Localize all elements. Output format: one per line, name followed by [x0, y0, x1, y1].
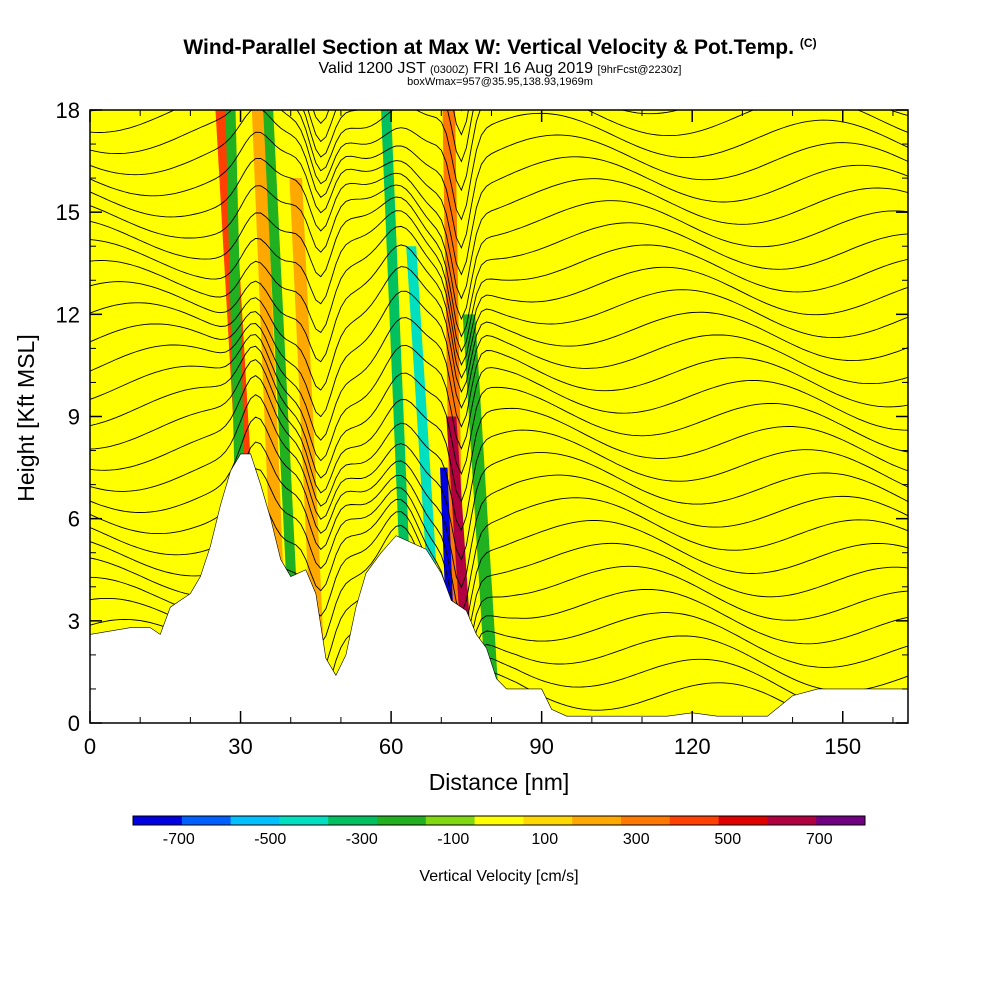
updraft-plume [289, 178, 328, 723]
weak-downdraft-band [185, 110, 231, 723]
isentrope-line [90, 266, 908, 394]
isentrope-line [90, 416, 908, 589]
isentrope-line [90, 157, 908, 300]
axis-ticks: 0 30 60 90 120 150 0 3 6 9 12 15 18 [56, 98, 908, 759]
isentrope-line [90, 0, 908, 102]
isentrope-line [90, 345, 908, 479]
isentrope-line [90, 359, 908, 503]
colorbar-swatch [279, 816, 329, 825]
y-tick-label: 6 [68, 507, 80, 532]
colorbar-swatch [669, 816, 720, 825]
downdraft-plume [462, 314, 501, 723]
colorbar-tick-label: 700 [806, 831, 833, 848]
isentrope-line [90, 0, 908, 77]
isentrope-line [90, 131, 908, 276]
upper-downdraft-region [491, 110, 908, 451]
colorbar-swatch [230, 816, 280, 825]
isentrope-line [90, 184, 908, 321]
colorbar-swatch [816, 816, 866, 825]
isentropes [90, 0, 908, 723]
colorbar-swatch [425, 816, 476, 825]
colorbar-swatch [328, 816, 378, 825]
x-tick-label: 120 [674, 734, 711, 759]
colorbar-tick-label: -300 [346, 831, 378, 848]
colorbar-tick-label: 300 [623, 831, 650, 848]
colorbar-tick-label: -100 [437, 831, 469, 848]
y-tick-label: 9 [68, 405, 80, 430]
colorbar-tick-label: -700 [163, 831, 195, 848]
y-tick-label: 18 [56, 98, 80, 123]
colorbar: -700 -500 -300 -100 100 300 500 700 [132, 815, 866, 848]
colorbar-swatch [377, 816, 427, 825]
colorbar-swatch [181, 816, 232, 825]
colorbar-swatch [572, 816, 622, 825]
isentrope-line [90, 110, 908, 221]
colorbar-swatch [133, 816, 183, 825]
chart-subtitle: Valid 1200 JST (0300Z) FRI 16 Aug 2019 [… [318, 60, 682, 77]
x-axis-label: Distance [nm] [429, 769, 570, 795]
terrain [90, 453, 908, 723]
y-axis-label: Height [Kft MSL] [13, 334, 39, 501]
box-wmax-info: boxWmax=957@35.95,138.93,1969m [407, 76, 593, 88]
colorbar-swatch [523, 816, 573, 825]
plot-area [90, 0, 908, 723]
colorbar-tick-label: 500 [714, 831, 741, 848]
x-tick-label: 30 [228, 734, 252, 759]
isentrope-line [90, 334, 908, 462]
downdraft-plume [263, 110, 304, 723]
weak-downdraft-band [155, 110, 191, 723]
y-tick-label: 3 [68, 609, 80, 634]
valid-zulu: (0300Z) [430, 64, 469, 76]
isentrope-line [90, 290, 908, 418]
weak-downdraft-band [105, 110, 144, 723]
isentrope-line [90, 394, 908, 561]
x-tick-label: 90 [529, 734, 553, 759]
isentrope-line [90, 375, 908, 532]
colorbar-tick-label: 100 [531, 831, 558, 848]
x-tick-label: 60 [379, 734, 403, 759]
isentrope-line [90, 196, 908, 338]
colorbar-swatch [474, 816, 524, 825]
chart-title: Wind-Parallel Section at Max W: Vertical… [183, 36, 817, 59]
isentrope-line [90, 244, 908, 380]
colorbar-swatch [621, 816, 671, 825]
isentrope-line [90, 210, 908, 353]
isentrope-line [90, 110, 908, 250]
isentrope-line [90, 317, 908, 441]
colorbar-tick-label: -500 [254, 831, 286, 848]
y-tick-label: 0 [68, 711, 80, 736]
y-tick-label: 12 [56, 302, 80, 327]
isentrope-line [312, 110, 463, 124]
forecast-tag: [9hrFcst@2230z] [597, 64, 682, 76]
colorbar-swatch [767, 816, 817, 825]
colorbar-label: Vertical Velocity [cm/s] [419, 868, 578, 885]
isentrope-line [90, 0, 908, 56]
y-tick-label: 15 [56, 200, 80, 225]
colorbar-frame [132, 815, 866, 826]
colorbar-swatch [718, 816, 768, 825]
isentrope-line [90, 225, 908, 367]
x-tick-label: 150 [824, 734, 861, 759]
copyright-mark: (C) [799, 36, 817, 50]
x-tick-label: 0 [84, 734, 96, 759]
